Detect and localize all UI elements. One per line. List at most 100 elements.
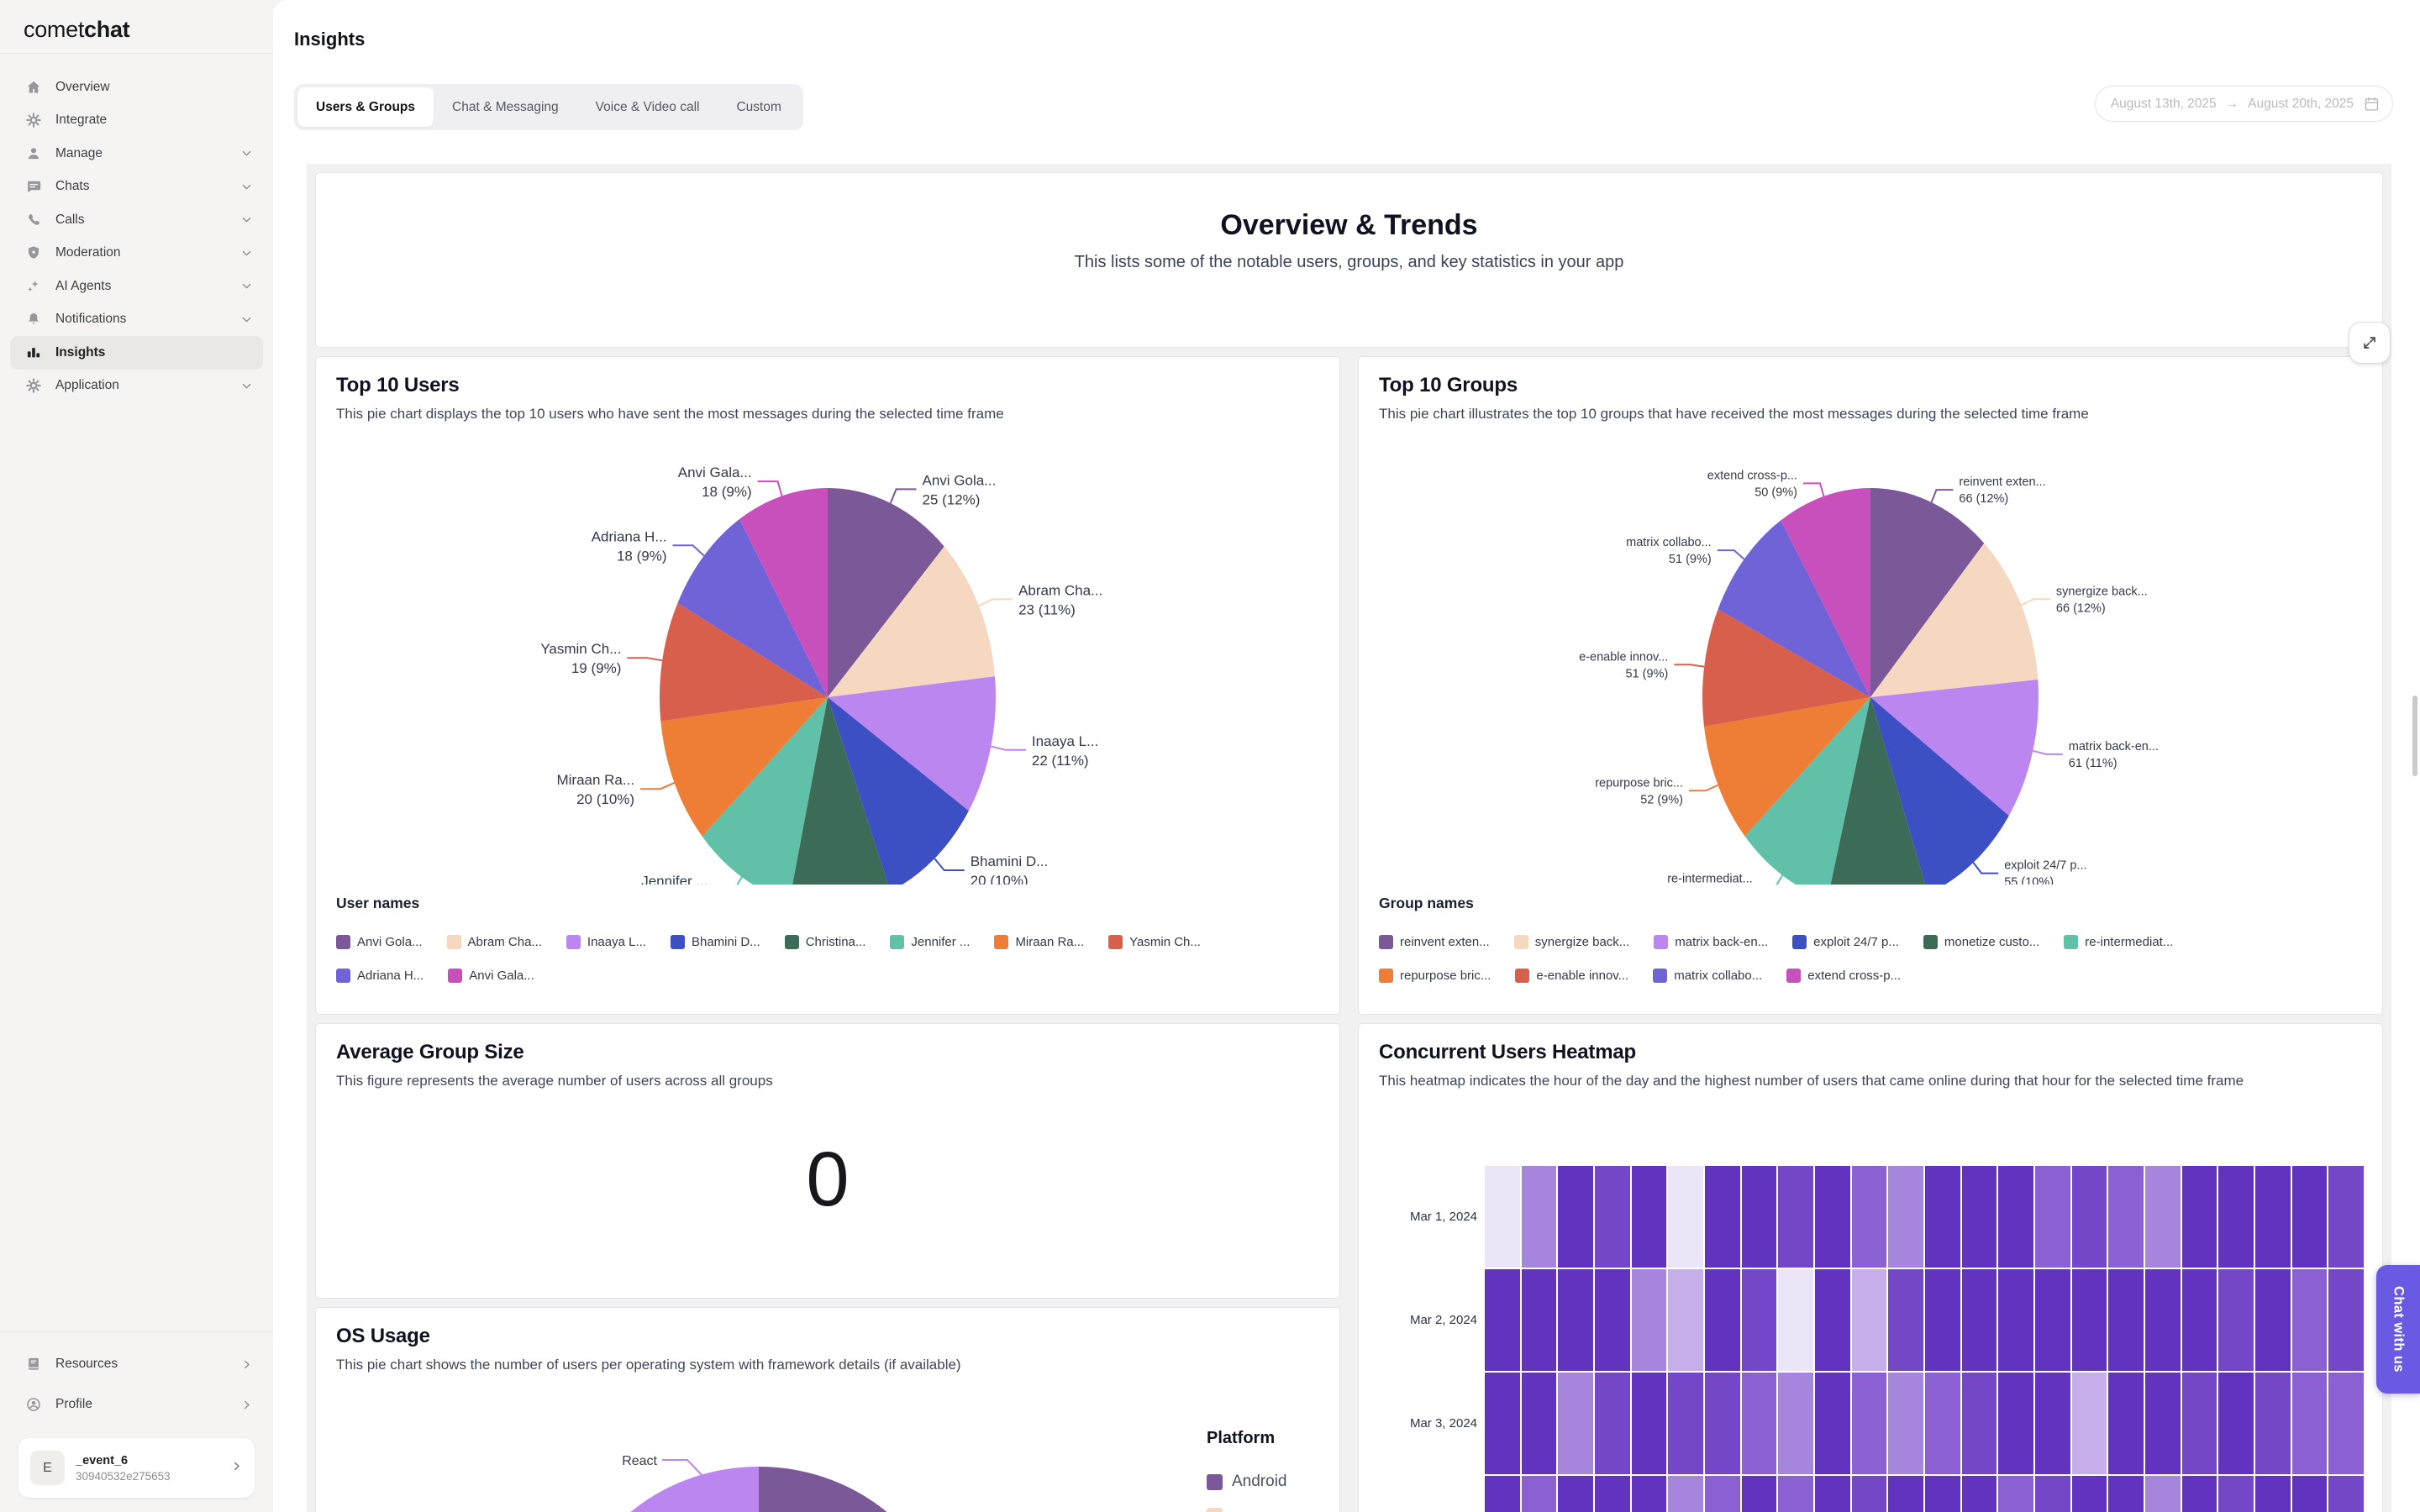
- legend-item-inaaya-l[interactable]: Inaaya L...: [566, 935, 646, 949]
- pie-slice[interactable]: [1781, 488, 1870, 697]
- heatmap-cell[interactable]: [2218, 1476, 2254, 1512]
- heatmap-cell[interactable]: [2291, 1373, 2328, 1474]
- heatmap-cell[interactable]: [1851, 1166, 1887, 1268]
- legend-item-synergize-back[interactable]: synergize back...: [1513, 935, 1629, 949]
- heatmap-cell[interactable]: [1485, 1476, 1520, 1512]
- heatmap-cell[interactable]: [1668, 1373, 1703, 1474]
- pie-slice[interactable]: [1870, 543, 2039, 697]
- tab-users-groups[interactable]: Users & Groups: [297, 87, 434, 127]
- heatmap-cell[interactable]: [2071, 1166, 2107, 1268]
- heatmap-cell[interactable]: [2181, 1476, 2217, 1512]
- heatmap-cell[interactable]: [1888, 1476, 1923, 1512]
- heatmap-cell[interactable]: [2108, 1373, 2144, 1474]
- heatmap-cell[interactable]: [1741, 1269, 1777, 1371]
- heatmap-cell[interactable]: [1558, 1373, 1593, 1474]
- heatmap-cell[interactable]: [1521, 1476, 1557, 1512]
- heatmap-cell[interactable]: [1521, 1373, 1557, 1474]
- heatmap-cell[interactable]: [1705, 1166, 1740, 1268]
- heatmap-cell[interactable]: [2108, 1269, 2144, 1371]
- pie-slice[interactable]: [828, 546, 995, 697]
- heatmap-cell[interactable]: [1631, 1166, 1667, 1268]
- heatmap-cell[interactable]: [1998, 1373, 2033, 1474]
- heatmap-cell[interactable]: [2108, 1166, 2144, 1268]
- heatmap-cell[interactable]: [1741, 1166, 1777, 1268]
- pie-slice[interactable]: [1870, 680, 2039, 816]
- heatmap-cell[interactable]: [1961, 1269, 1997, 1371]
- sidebar-item-overview[interactable]: Overview: [10, 71, 263, 104]
- legend-item-partial[interactable]: [1207, 1508, 1232, 1512]
- heatmap-cell[interactable]: [1998, 1476, 2033, 1512]
- pie-slice[interactable]: [659, 602, 828, 722]
- heatmap-cell[interactable]: [2181, 1373, 2217, 1474]
- sidebar-item-profile[interactable]: Profile: [10, 1388, 263, 1421]
- heatmap-cell[interactable]: [1521, 1269, 1557, 1371]
- heatmap-cell[interactable]: [2218, 1373, 2254, 1474]
- legend-item-miraan-ra[interactable]: Miraan Ra...: [994, 935, 1084, 949]
- sidebar-item-manage[interactable]: Manage: [10, 137, 263, 171]
- heatmap-cell[interactable]: [1851, 1373, 1887, 1474]
- pie-slice[interactable]: [789, 697, 890, 885]
- tab-custom[interactable]: Custom: [736, 99, 781, 114]
- heatmap-cell[interactable]: [1961, 1166, 1997, 1268]
- heatmap-cell[interactable]: [1631, 1373, 1667, 1474]
- sidebar-item-chats[interactable]: Chats: [10, 171, 263, 204]
- date-range-picker[interactable]: August 13th, 2025 → August 20th, 2025: [2094, 86, 2393, 122]
- heatmap-cell[interactable]: [2145, 1269, 2181, 1371]
- heatmap-cell[interactable]: [1815, 1476, 1850, 1512]
- legend-item-adriana-h[interactable]: Adriana H...: [336, 969, 424, 983]
- sidebar-item-calls[interactable]: Calls: [10, 203, 263, 237]
- heatmap-cell[interactable]: [1631, 1269, 1667, 1371]
- heatmap-cell[interactable]: [1668, 1166, 1703, 1268]
- legend-item-e-enable-innov[interactable]: e-enable innov...: [1515, 969, 1628, 983]
- legend-item-yasmin-ch[interactable]: Yasmin Ch...: [1108, 935, 1201, 949]
- heatmap-cell[interactable]: [2035, 1166, 2070, 1268]
- heatmap-cell[interactable]: [2328, 1166, 2364, 1268]
- sidebar-item-moderation[interactable]: Moderation: [10, 237, 263, 270]
- heatmap-cell[interactable]: [1778, 1373, 1813, 1474]
- tab-chat-messaging[interactable]: Chat & Messaging: [452, 99, 559, 114]
- heatmap-cell[interactable]: [2255, 1166, 2291, 1268]
- heatmap-cell[interactable]: [1851, 1269, 1887, 1371]
- sidebar-item-integrate[interactable]: Integrate: [10, 104, 263, 138]
- heatmap-cell[interactable]: [1705, 1269, 1740, 1371]
- legend-item-android[interactable]: Android: [1207, 1473, 1287, 1491]
- heatmap-cell[interactable]: [1741, 1476, 1777, 1512]
- heatmap-cell[interactable]: [2035, 1373, 2070, 1474]
- pie-slice[interactable]: [1870, 488, 1985, 697]
- heatmap-cell[interactable]: [1815, 1166, 1850, 1268]
- pie-slice[interactable]: [739, 488, 828, 697]
- heatmap-cell[interactable]: [1778, 1476, 1813, 1512]
- pie-slice[interactable]: [1828, 697, 1928, 885]
- chat-with-us-button[interactable]: Chat with us: [2376, 1265, 2420, 1394]
- heatmap-cell[interactable]: [1668, 1476, 1703, 1512]
- heatmap-cell[interactable]: [1925, 1166, 1960, 1268]
- heatmap-cell[interactable]: [1485, 1373, 1520, 1474]
- app-switcher-card[interactable]: E _event_6 30940532e275653: [18, 1438, 255, 1498]
- heatmap-cell[interactable]: [1815, 1373, 1850, 1474]
- heatmap-cell[interactable]: [2145, 1476, 2181, 1512]
- heatmap-cell[interactable]: [1558, 1476, 1593, 1512]
- pie-slice[interactable]: [828, 676, 996, 811]
- heatmap-cell[interactable]: [1521, 1166, 1557, 1268]
- heatmap-cell[interactable]: [1998, 1166, 2033, 1268]
- heatmap-cell[interactable]: [2255, 1373, 2291, 1474]
- legend-item-re-intermediat[interactable]: re-intermediat...: [2064, 935, 2173, 949]
- heatmap-cell[interactable]: [1925, 1476, 1960, 1512]
- heatmap-cell[interactable]: [1668, 1269, 1703, 1371]
- heatmap-cell[interactable]: [2035, 1269, 2070, 1371]
- pie-slice[interactable]: [1744, 697, 1871, 885]
- heatmap-cell[interactable]: [1925, 1269, 1960, 1371]
- heatmap-cell[interactable]: [1631, 1476, 1667, 1512]
- legend-item-matrix-collabo[interactable]: matrix collabo...: [1653, 969, 1762, 983]
- legend-item-anvi-gola[interactable]: Anvi Gola...: [336, 935, 423, 949]
- heatmap-cell[interactable]: [2291, 1269, 2328, 1371]
- legend-item-repurpose-bric[interactable]: repurpose bric...: [1379, 969, 1491, 983]
- pie-slice[interactable]: [1718, 520, 1871, 697]
- legend-item-matrix-back-en[interactable]: matrix back-en...: [1654, 935, 1768, 949]
- pie-slice[interactable]: [1704, 697, 1870, 837]
- pie-slice[interactable]: [660, 697, 828, 837]
- heatmap-cell[interactable]: [1778, 1166, 1813, 1268]
- heatmap-cell[interactable]: [1961, 1476, 1997, 1512]
- pie-slice[interactable]: [702, 697, 828, 885]
- heatmap-cell[interactable]: [1778, 1269, 1813, 1371]
